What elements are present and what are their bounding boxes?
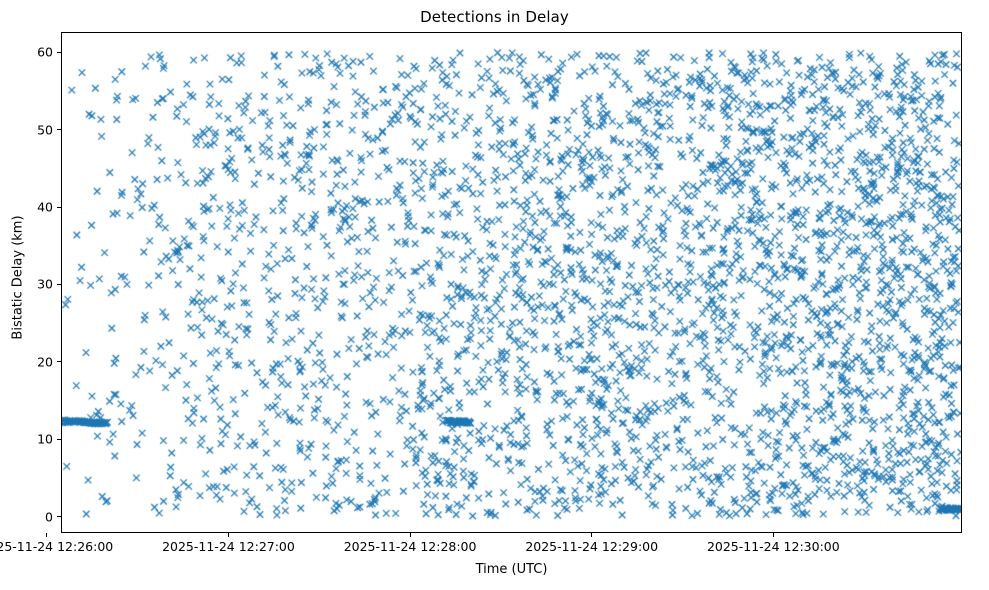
x-tick-label: 2025-11-24 12:28:00 (343, 539, 477, 554)
y-tick-label: 10 (37, 431, 53, 447)
y-axis-label: Bistatic Delay (km) (10, 215, 26, 340)
x-tick-mark (227, 533, 230, 537)
y-tick-mark (57, 361, 61, 363)
x-tick-label: 2025-11-24 12:30:00 (706, 539, 840, 554)
y-tick-label: 0 (45, 509, 53, 525)
y-tick-label: 40 (37, 199, 53, 215)
y-tick-label: 30 (37, 276, 53, 292)
scatter-plot-canvas (62, 33, 961, 532)
y-tick-mark (57, 438, 61, 440)
y-tick-mark (57, 206, 61, 208)
plot-area (61, 32, 962, 533)
y-tick-mark (57, 516, 61, 518)
x-tick-mark (409, 533, 411, 537)
y-tick-label: 20 (37, 354, 53, 370)
y-tick-label: 50 (37, 122, 53, 138)
x-tick-mark (772, 533, 774, 537)
y-tick-mark (57, 51, 61, 53)
x-tick-mark (46, 533, 48, 537)
y-tick-label: 60 (37, 44, 53, 60)
x-tick-label: 2025-11-24 12:26:00 (0, 539, 114, 554)
y-tick-mark (57, 283, 61, 286)
x-tick-label: 2025-11-24 12:29:00 (525, 539, 659, 554)
x-tick-mark (591, 533, 593, 537)
x-axis-label: Time (UTC) (475, 562, 548, 577)
y-tick-mark (57, 129, 61, 131)
x-tick-label: 2025-11-24 12:27:00 (162, 539, 295, 554)
page-title: Detections in Delay (420, 8, 569, 26)
